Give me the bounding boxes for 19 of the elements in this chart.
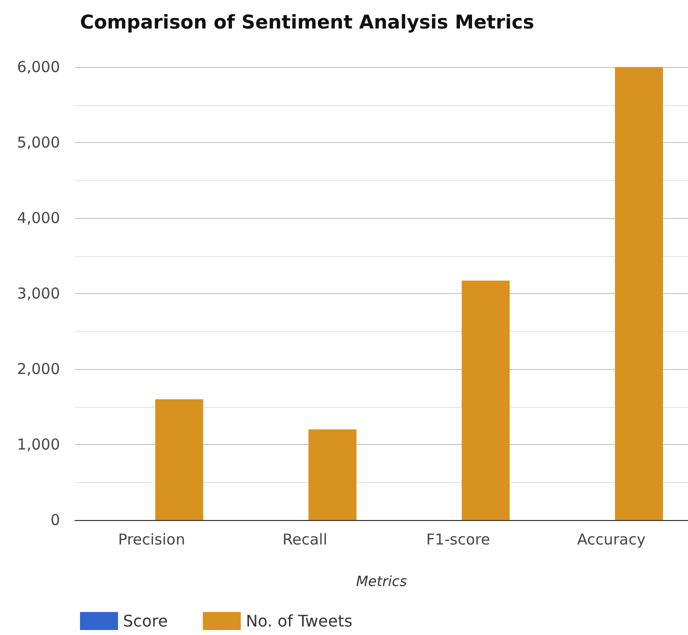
x-tick-label: Accuracy bbox=[577, 530, 646, 548]
x-axis-title: Metrics bbox=[356, 574, 407, 590]
bar bbox=[462, 280, 510, 520]
y-tick-label: 3,000 bbox=[17, 284, 60, 302]
bar bbox=[308, 429, 356, 520]
bar bbox=[614, 67, 663, 520]
y-tick-label: 4,000 bbox=[17, 209, 60, 227]
x-tick-label: Recall bbox=[282, 530, 328, 548]
bar bbox=[155, 399, 204, 520]
y-tick-label: 1,000 bbox=[17, 436, 60, 454]
legend-label: Score bbox=[123, 612, 168, 630]
x-tick-label: F1-score bbox=[426, 530, 490, 548]
y-tick-label: 6,000 bbox=[17, 58, 60, 76]
legend-label: No. of Tweets bbox=[246, 612, 352, 630]
x-tick-label: Precision bbox=[118, 530, 186, 548]
y-tick-label: 0 bbox=[50, 511, 60, 529]
y-tick-label: 5,000 bbox=[17, 134, 60, 152]
chart-title: Comparison of Sentiment Analysis Metrics bbox=[80, 12, 534, 34]
y-tick-label: 2,000 bbox=[17, 360, 60, 378]
